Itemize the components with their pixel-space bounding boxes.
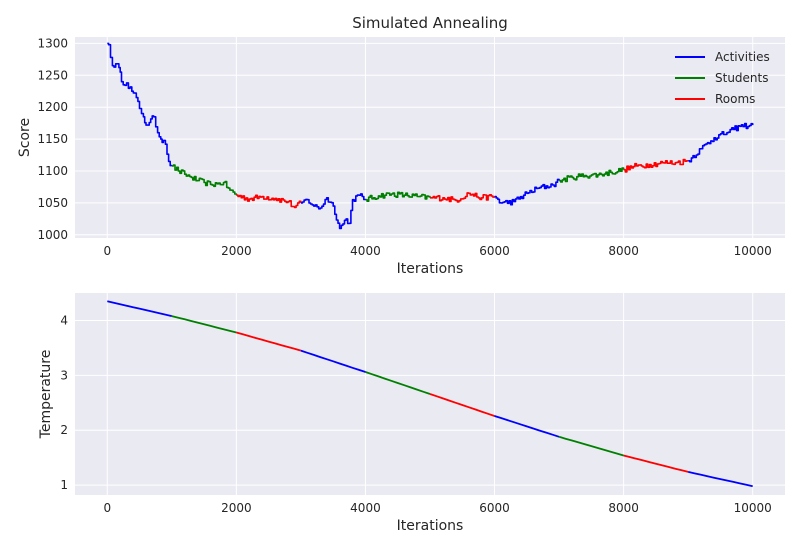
- score-tick-labels: 0 2000 4000 6000 8000 10000 1000 1050 1100 1150 12…: [37, 36, 771, 258]
- score-plot-area: [75, 37, 785, 238]
- legend-item: Activities: [675, 50, 770, 64]
- temperature-chart: 0 2000 4000 6000 8000 10000 1 2 3 4 Iterations Te…: [38, 293, 785, 534]
- series-segment-4: [300, 349, 366, 373]
- score-x-axis-label: Iterations: [397, 261, 464, 277]
- x-tick-label: 6000: [479, 501, 510, 515]
- series-segment-5: [365, 191, 431, 202]
- x-tick-label: 0: [103, 244, 111, 258]
- series-segment-7: [494, 178, 560, 206]
- y-tick-label: 1: [60, 478, 68, 492]
- y-tick-label: 1050: [37, 196, 68, 210]
- series-segment-9: [623, 158, 689, 173]
- score-chart-title: Simulated Annealing: [352, 14, 508, 32]
- y-tick-label: 1300: [37, 36, 68, 50]
- x-tick-label: 6000: [479, 244, 510, 258]
- series-segment-1: [107, 42, 173, 167]
- y-tick-label: 4: [60, 313, 68, 327]
- x-tick-label: 4000: [350, 501, 381, 515]
- temperature-tick-labels: 0 2000 4000 6000 8000 10000 1 2 3 4: [60, 313, 771, 515]
- series-segment-10: [687, 471, 753, 488]
- temperature-gridlines: [75, 293, 785, 495]
- score-y-axis-label: Score: [17, 118, 33, 157]
- y-tick-label: 1000: [37, 228, 68, 242]
- score-series-lines: [107, 42, 754, 230]
- legend-item: Rooms: [675, 92, 755, 106]
- y-tick-label: 1200: [37, 100, 68, 114]
- x-tick-label: 4000: [350, 244, 381, 258]
- y-tick-label: 3: [60, 368, 68, 382]
- temperature-y-axis-label: Temperature: [38, 350, 54, 440]
- series-segment-10: [688, 122, 754, 163]
- x-tick-label: 2000: [221, 244, 252, 258]
- score-legend: Activities Students Rooms: [675, 50, 770, 106]
- series-segment-1: [107, 300, 173, 317]
- y-tick-label: 2: [60, 423, 68, 437]
- score-gridlines: [75, 37, 785, 238]
- y-tick-label: 1250: [37, 68, 68, 82]
- series-segment-6: [430, 192, 496, 203]
- temperature-series-lines: [107, 300, 753, 488]
- temperature-x-axis-label: Iterations: [397, 518, 464, 534]
- legend-label: Activities: [715, 50, 770, 64]
- y-tick-label: 1150: [37, 132, 68, 146]
- x-tick-label: 2000: [221, 501, 252, 515]
- series-segment-5: [365, 371, 431, 395]
- score-chart: 0 2000 4000 6000 8000 10000 1000 1050 1100 1150 12…: [17, 14, 785, 277]
- y-tick-label: 1100: [37, 164, 68, 178]
- series-segment-4: [300, 193, 367, 230]
- series-segment-3: [236, 331, 302, 352]
- series-segment-8: [558, 435, 624, 457]
- legend-label: Students: [715, 71, 769, 85]
- series-segment-8: [559, 167, 625, 183]
- x-tick-label: 8000: [608, 501, 639, 515]
- series-segment-9: [623, 454, 689, 473]
- x-tick-label: 10000: [734, 244, 772, 258]
- legend-label: Rooms: [715, 92, 755, 106]
- series-segment-6: [429, 393, 495, 417]
- x-tick-label: 0: [103, 501, 111, 515]
- legend-item: Students: [675, 71, 769, 85]
- series-segment-3: [236, 194, 302, 209]
- series-segment-2: [171, 164, 238, 196]
- series-segment-2: [171, 315, 237, 334]
- series-segment-7: [494, 415, 560, 438]
- x-tick-label: 10000: [734, 501, 772, 515]
- x-tick-label: 8000: [608, 244, 639, 258]
